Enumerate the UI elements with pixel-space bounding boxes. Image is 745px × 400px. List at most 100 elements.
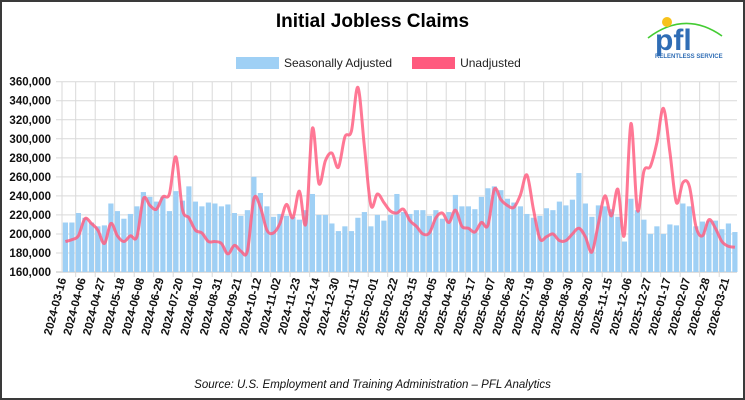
bar-seasonally-adjusted <box>621 241 627 272</box>
bar-seasonally-adjusted <box>465 206 471 272</box>
bar-seasonally-adjusted <box>400 212 406 272</box>
bar-seasonally-adjusted <box>693 226 699 272</box>
bar-seasonally-adjusted <box>459 206 465 272</box>
bar-seasonally-adjusted <box>361 212 367 272</box>
bar-seasonally-adjusted <box>589 216 595 272</box>
bar-seasonally-adjusted <box>251 176 257 272</box>
legend-swatch-unadjusted <box>412 57 456 69</box>
bar-seasonally-adjusted <box>595 205 601 272</box>
bar-seasonally-adjusted <box>556 201 562 272</box>
y-tick-label: 360,000 <box>9 77 51 89</box>
bar-seasonally-adjusted <box>140 192 146 272</box>
bar-seasonally-adjusted <box>732 232 738 272</box>
bar-seasonally-adjusted <box>205 202 211 272</box>
legend-label-seasonally-adjusted: Seasonally Adjusted <box>284 56 393 70</box>
bar-seasonally-adjusted <box>75 213 81 272</box>
bar-seasonally-adjusted <box>69 222 75 272</box>
logo-tagline: RELENTLESS SERVICE <box>655 54 723 60</box>
bar-seasonally-adjusted <box>199 206 205 272</box>
bar-seasonally-adjusted <box>576 173 582 272</box>
bar-seasonally-adjusted <box>212 203 218 272</box>
chart-title: Initial Jobless Claims <box>275 11 470 32</box>
bar-seasonally-adjusted <box>160 196 166 272</box>
bar-seasonally-adjusted <box>543 208 549 272</box>
bar-seasonally-adjusted <box>634 210 640 272</box>
y-tick-label: 200,000 <box>9 229 51 241</box>
bar-seasonally-adjusted <box>485 188 491 272</box>
bar-seasonally-adjusted <box>407 213 413 272</box>
bar-seasonally-adjusted <box>186 186 192 272</box>
bar-seasonally-adjusted <box>478 196 484 272</box>
bar-seasonally-adjusted <box>329 223 335 272</box>
y-tick-label: 180,000 <box>9 248 51 260</box>
bar-seasonally-adjusted <box>524 213 530 272</box>
bar-seasonally-adjusted <box>654 226 660 272</box>
bar-seasonally-adjusted <box>127 213 133 272</box>
bar-seasonally-adjusted <box>82 217 88 272</box>
bar-seasonally-adjusted <box>374 214 380 272</box>
bar-seasonally-adjusted <box>296 219 302 272</box>
bar-seasonally-adjusted <box>264 206 270 272</box>
bar-seasonally-adjusted <box>491 186 497 272</box>
y-tick-label: 300,000 <box>9 134 51 146</box>
bar-seasonally-adjusted <box>257 193 263 272</box>
bar-seasonally-adjusted <box>446 212 452 272</box>
bar-seasonally-adjusted <box>498 190 504 272</box>
bar-seasonally-adjusted <box>218 206 224 272</box>
bar-seasonally-adjusted <box>309 193 315 272</box>
bar-seasonally-adjusted <box>394 193 400 272</box>
pfl-logo: pfl RELENTLESS SERVICE <box>647 17 723 60</box>
bar-seasonally-adjusted <box>225 204 231 272</box>
logo-sun <box>662 17 672 27</box>
bar-seasonally-adjusted <box>108 203 114 272</box>
y-tick-label: 160,000 <box>9 267 51 279</box>
bar-seasonally-adjusted <box>192 201 198 272</box>
bar-seasonally-adjusted <box>95 226 101 272</box>
bar-seasonally-adjusted <box>452 194 458 272</box>
bar-seasonally-adjusted <box>511 202 517 272</box>
bar-seasonally-adjusted <box>231 213 237 272</box>
bar-seasonally-adjusted <box>660 233 666 272</box>
bar-seasonally-adjusted <box>173 191 179 272</box>
bar-seasonally-adjusted <box>270 216 276 272</box>
bar-seasonally-adjusted <box>355 217 361 272</box>
bar-seasonally-adjusted <box>530 217 536 272</box>
bar-seasonally-adjusted <box>472 209 478 272</box>
bar-seasonally-adjusted <box>433 210 439 272</box>
bar-seasonally-adjusted <box>641 219 647 272</box>
legend-label-unadjusted: Unadjusted <box>460 56 521 70</box>
bar-seasonally-adjusted <box>504 198 510 272</box>
bar-seasonally-adjusted <box>420 210 426 272</box>
y-tick-label: 260,000 <box>9 172 51 184</box>
bar-seasonally-adjusted <box>712 220 718 272</box>
bar-seasonally-adjusted <box>368 226 374 272</box>
bar-seasonally-adjusted <box>381 220 387 272</box>
bar-seasonally-adjusted <box>153 201 159 272</box>
bar-seasonally-adjusted <box>277 213 283 272</box>
bar-seasonally-adjusted <box>615 216 621 272</box>
bar-seasonally-adjusted <box>348 231 354 272</box>
bar-seasonally-adjusted <box>342 226 348 272</box>
bar-seasonally-adjusted <box>101 225 107 272</box>
logo-arc <box>647 22 723 39</box>
bar-seasonally-adjusted <box>673 225 679 272</box>
bar-seasonally-adjusted <box>602 206 608 272</box>
bar-seasonally-adjusted <box>439 218 445 272</box>
line-unadjusted <box>64 85 736 257</box>
bar-seasonally-adjusted <box>550 210 556 272</box>
bar-seasonally-adjusted <box>290 216 296 272</box>
bar-seasonally-adjusted <box>517 206 523 272</box>
bar-seasonally-adjusted <box>283 215 289 272</box>
bar-seasonally-adjusted <box>563 205 569 272</box>
bar-seasonally-adjusted <box>147 196 153 272</box>
bar-seasonally-adjusted <box>121 218 127 272</box>
bar-seasonally-adjusted <box>238 215 244 272</box>
y-tick-label: 280,000 <box>9 153 51 165</box>
bar-seasonally-adjusted <box>699 221 705 272</box>
bar-seasonally-adjusted <box>114 211 120 272</box>
y-tick-label: 220,000 <box>9 210 51 222</box>
legend: Seasonally Adjusted Unadjusted <box>236 56 521 70</box>
bar-seasonally-adjusted <box>647 233 653 272</box>
bar-seasonally-adjusted <box>608 209 614 272</box>
